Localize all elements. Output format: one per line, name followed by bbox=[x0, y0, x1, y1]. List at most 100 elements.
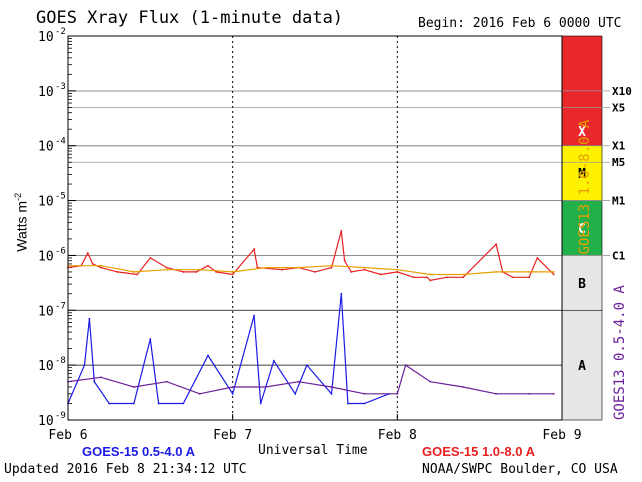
series-point-0 bbox=[350, 271, 353, 273]
x-tick-label: Feb 6 bbox=[48, 428, 87, 443]
series-point-1 bbox=[495, 271, 498, 273]
series-point-2 bbox=[88, 317, 91, 320]
series-point-1 bbox=[396, 268, 399, 271]
flare-label-c1: C1 bbox=[612, 249, 626, 262]
y-tick-labels: 10-210-310-410-510-610-710-810-9 bbox=[38, 27, 76, 429]
series-point-2 bbox=[93, 380, 96, 383]
series-point-0 bbox=[195, 271, 198, 273]
series-point-0 bbox=[363, 268, 366, 271]
series-point-2 bbox=[149, 338, 152, 340]
flare-label-m1: M1 bbox=[612, 195, 626, 208]
x-tick-label: Feb 9 bbox=[542, 428, 581, 443]
y-axis-label-exponent: -2 bbox=[13, 192, 24, 201]
y-tick-exponent: -2 bbox=[55, 27, 66, 37]
series-point-2 bbox=[330, 392, 333, 395]
series-point-0 bbox=[396, 271, 399, 273]
begin-label: Begin: 2016 Feb 6 0000 UTC bbox=[418, 16, 622, 31]
series-point-1 bbox=[462, 273, 465, 276]
y-tick-label: 10 bbox=[38, 195, 54, 210]
y-tick-exponent: -8 bbox=[55, 356, 66, 366]
series-point-0 bbox=[314, 271, 316, 273]
series-point-3 bbox=[552, 392, 555, 395]
flare-label-x5: X5 bbox=[612, 101, 625, 114]
legend-goes15-long: GOES-15 1.0-8.0 A bbox=[422, 444, 535, 459]
series-point-2 bbox=[182, 402, 185, 405]
legend-goes15-short: GOES-15 0.5-4.0 A bbox=[82, 444, 195, 459]
class-band-m bbox=[561, 145, 603, 201]
series-point-0 bbox=[462, 276, 465, 279]
series-point-0 bbox=[91, 263, 94, 265]
series-line-1 bbox=[68, 265, 554, 276]
series-point-1 bbox=[363, 266, 366, 269]
series-point-2 bbox=[132, 402, 135, 405]
series-point-1 bbox=[330, 264, 333, 267]
series-point-2 bbox=[294, 392, 297, 395]
class-band-label-x: X bbox=[578, 125, 586, 140]
series-point-0 bbox=[343, 259, 346, 262]
series-point-2 bbox=[83, 364, 86, 367]
series-point-2 bbox=[157, 402, 160, 405]
series-point-3 bbox=[165, 380, 168, 383]
series-point-0 bbox=[136, 273, 139, 276]
series-point-1 bbox=[100, 264, 102, 267]
class-band-label-b: B bbox=[578, 277, 586, 292]
series-point-1 bbox=[552, 271, 555, 273]
flare-level-labels: X10 X5 X1 M5 M1 C1 bbox=[612, 85, 632, 263]
y-tick-label: 10 bbox=[38, 140, 54, 155]
series-point-0 bbox=[253, 248, 255, 251]
series-point-0 bbox=[511, 276, 514, 279]
series-point-0 bbox=[231, 273, 234, 276]
class-band-label-a: A bbox=[578, 359, 586, 374]
series-point-3 bbox=[404, 364, 407, 367]
y-tick-exponent: -4 bbox=[55, 137, 66, 147]
series-point-3 bbox=[100, 376, 102, 379]
flare-label-m5: M5 bbox=[612, 156, 625, 169]
series-point-2 bbox=[253, 314, 255, 317]
flare-label-x10: X10 bbox=[612, 85, 632, 98]
series-point-2 bbox=[340, 292, 343, 295]
series-point-0 bbox=[528, 276, 530, 279]
series-point-3 bbox=[363, 392, 366, 395]
y-tick-exponent: -6 bbox=[55, 246, 66, 256]
series-point-1 bbox=[132, 271, 135, 273]
series-point-1 bbox=[429, 273, 432, 276]
series-point-0 bbox=[182, 271, 185, 273]
series-point-0 bbox=[412, 276, 415, 279]
y-tick-label: 10 bbox=[38, 414, 54, 429]
series-point-3 bbox=[264, 386, 267, 388]
class-band-b bbox=[561, 255, 603, 311]
series-point-0 bbox=[429, 279, 432, 282]
series-point-0 bbox=[536, 257, 539, 259]
series-point-1 bbox=[264, 266, 267, 269]
series-point-0 bbox=[340, 229, 343, 232]
series-point-0 bbox=[165, 266, 168, 269]
y-tick-exponent: -7 bbox=[55, 301, 66, 311]
flare-label-x1: X1 bbox=[612, 140, 626, 153]
series-layer bbox=[67, 229, 555, 405]
series-point-3 bbox=[132, 386, 135, 388]
series-point-0 bbox=[116, 271, 119, 273]
series-point-0 bbox=[100, 266, 102, 269]
class-band-label-c: C bbox=[578, 222, 586, 237]
series-point-3 bbox=[297, 380, 300, 383]
series-point-2 bbox=[347, 402, 349, 405]
y-tick-label: 10 bbox=[38, 249, 54, 264]
series-point-0 bbox=[86, 252, 89, 255]
right-axis-label-goes13-short: GOES13 0.5-4.0 A bbox=[612, 285, 628, 420]
series-point-3 bbox=[462, 386, 465, 388]
series-point-2 bbox=[259, 402, 262, 405]
x-axis-label: Universal Time bbox=[258, 443, 368, 458]
y-tick-label: 10 bbox=[38, 304, 54, 319]
y-axis-label-text: Watts m bbox=[13, 200, 30, 252]
right-axis-label-goes13-long: GOES13 1.0-8.0 A bbox=[577, 119, 593, 255]
class-band-a bbox=[561, 309, 603, 421]
credit-label: NOAA/SWPC Boulder, CO USA bbox=[422, 462, 618, 477]
y-tick-exponent: -5 bbox=[55, 192, 66, 202]
series-point-2 bbox=[272, 359, 275, 362]
class-band-label-m: M bbox=[578, 167, 586, 182]
series-point-3 bbox=[198, 392, 201, 395]
x-tick-labels: Feb 6 Feb 7 Feb 8 Feb 9 bbox=[48, 414, 582, 443]
y-tick-exponent: -3 bbox=[55, 82, 66, 92]
series-point-0 bbox=[552, 273, 555, 276]
series-point-3 bbox=[495, 392, 498, 395]
